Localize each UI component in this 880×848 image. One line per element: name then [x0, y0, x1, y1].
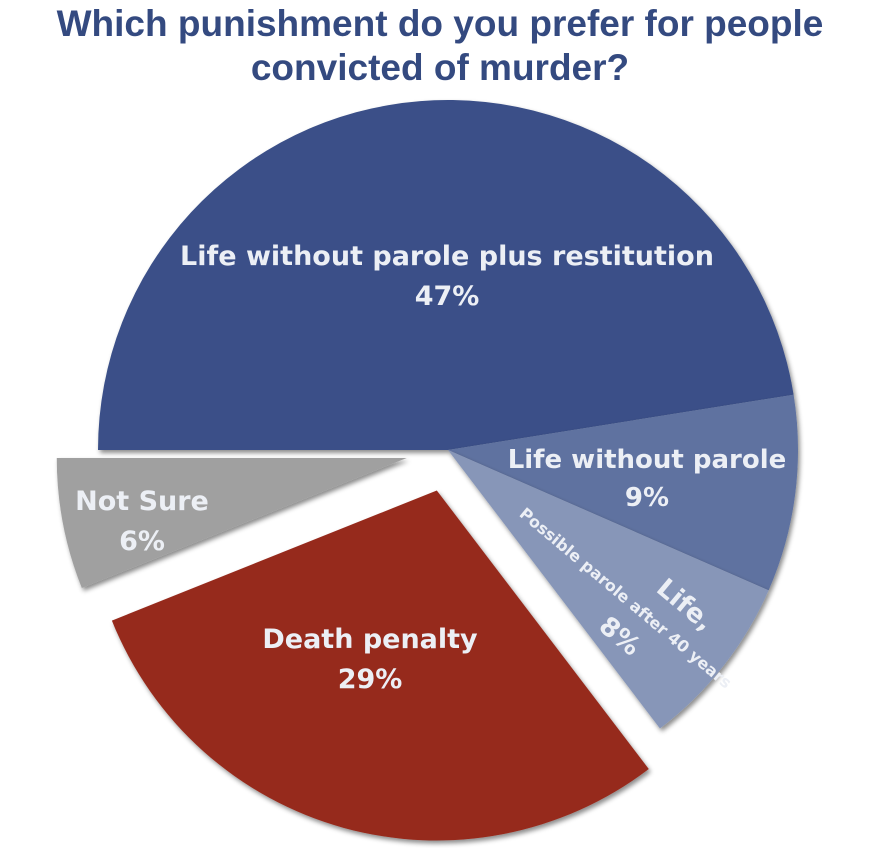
pie-slice-not-sure — [56, 457, 407, 589]
slice-label-group: Life without parole 9% — [508, 445, 787, 513]
slice-label-group: Not Sure 6% — [75, 486, 209, 557]
slice-label: Not Sure — [75, 486, 209, 517]
slice-label: Life without parole plus restitution — [180, 241, 714, 272]
pie-slice-life-without-parole-plus-restitution — [98, 100, 794, 450]
slice-value-label: 6% — [119, 526, 165, 557]
slice-label: Life without parole — [508, 445, 787, 475]
slice-label-group: Death penalty 29% — [262, 624, 478, 695]
pie-slice-life-without-parole — [448, 394, 798, 591]
slice-label: Death penalty — [262, 624, 478, 655]
pie-slice-life — [448, 450, 769, 729]
slice-value-label: 47% — [415, 281, 480, 312]
pie-slice-death-penalty — [111, 490, 649, 841]
slice-value-label: 29% — [338, 664, 403, 695]
chart-title: Which punishment do you prefer for peopl… — [56, 3, 824, 88]
slice-value-label: 9% — [625, 483, 669, 513]
slice-label-group: Life without parole plus restitution 47% — [180, 241, 714, 312]
